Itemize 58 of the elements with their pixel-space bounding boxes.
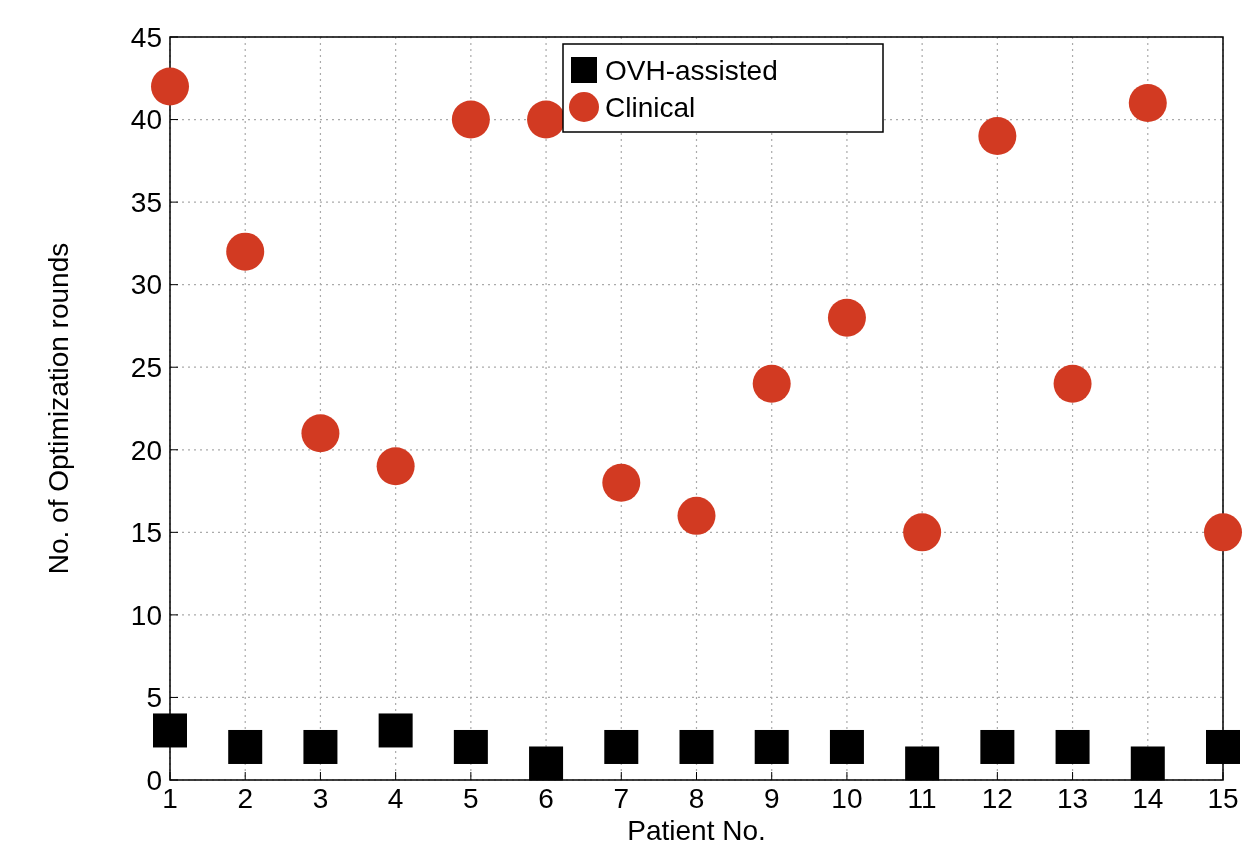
- point: [301, 414, 340, 453]
- x-tick-label: 7: [613, 783, 630, 814]
- y-tick-label: 15: [130, 517, 162, 549]
- point: [1053, 364, 1092, 403]
- y-axis-title: No. of Optimization rounds: [43, 242, 74, 575]
- y-tick-label: 35: [130, 186, 162, 218]
- x-tick-label: 8: [688, 783, 705, 814]
- point: [978, 117, 1017, 156]
- y-tick-label: 25: [130, 352, 162, 384]
- point: [453, 729, 488, 764]
- y-tick-label: 30: [130, 269, 162, 301]
- y-tick-label: 0: [146, 764, 162, 796]
- x-tick-label: 1: [162, 783, 178, 814]
- point: [905, 746, 940, 781]
- point: [153, 713, 187, 748]
- point: [827, 298, 866, 337]
- x-tick-label: 15: [1207, 783, 1239, 814]
- y-tick-label: 40: [130, 104, 162, 136]
- point: [829, 729, 864, 764]
- point: [1204, 513, 1242, 552]
- x-tick-label: 10: [831, 783, 863, 814]
- x-tick-label: 12: [981, 783, 1013, 814]
- x-tick-label: 4: [387, 783, 404, 814]
- point: [980, 729, 1015, 764]
- x-tick-label: 6: [538, 783, 554, 814]
- y-tick-label: 45: [130, 21, 162, 53]
- point: [1206, 729, 1240, 764]
- point: [529, 746, 564, 781]
- x-tick-label: 14: [1132, 783, 1164, 814]
- point: [303, 729, 338, 764]
- point: [1128, 84, 1167, 123]
- point: [754, 729, 789, 764]
- x-tick-label: 11: [907, 783, 937, 814]
- x-tick-label: 13: [1056, 783, 1089, 814]
- point: [226, 232, 265, 271]
- legend-label: Clinical: [605, 91, 696, 123]
- point: [378, 713, 413, 748]
- y-tick-label: 5: [146, 682, 162, 714]
- point: [752, 364, 791, 403]
- y-tick-label: 20: [130, 434, 162, 466]
- point: [228, 729, 263, 764]
- point: [1055, 729, 1090, 764]
- point: [451, 100, 490, 139]
- legend-label: OVH-assisted: [605, 54, 778, 86]
- x-tick-label: 3: [312, 783, 329, 814]
- point: [903, 513, 942, 552]
- point: [604, 729, 639, 764]
- point: [679, 729, 714, 764]
- point: [602, 463, 641, 502]
- point: [151, 67, 189, 106]
- point: [677, 496, 716, 535]
- x-axis-title: Patient No.: [627, 815, 766, 846]
- y-tick-label: 10: [130, 599, 162, 631]
- x-tick-label: 2: [237, 783, 253, 814]
- point: [376, 447, 415, 486]
- x-tick-label: 9: [763, 783, 780, 814]
- x-tick-label: 5: [463, 783, 479, 814]
- point: [1130, 746, 1165, 781]
